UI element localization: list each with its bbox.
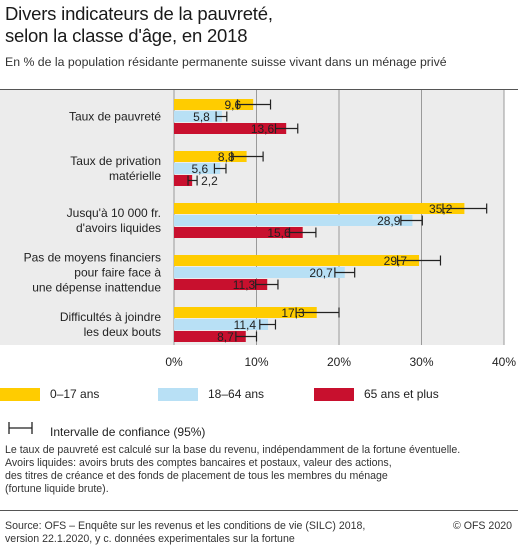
category-label: Difficultés à joindre <box>60 310 161 324</box>
data-label: 20,7 <box>309 266 333 280</box>
category-label: Taux de privation <box>70 154 161 168</box>
bar <box>174 279 268 290</box>
x-tick-label: 0% <box>165 355 183 369</box>
legend-ci-label: Intervalle de confiance (95%) <box>50 425 206 439</box>
bar <box>174 99 254 110</box>
note-line: Avoirs liquides: avoirs bruts des compte… <box>5 457 392 469</box>
category-label: d'avoirs liquides <box>76 221 161 235</box>
category-label: pour faire face à <box>74 266 161 280</box>
legend-item-0-17: 0–17 ans <box>0 387 99 401</box>
data-label: 8,8 <box>218 150 235 164</box>
note-line: (fortune liquide brute). <box>5 483 109 495</box>
chart-title-line-2: selon la classe d'âge, en 2018 <box>5 25 248 46</box>
data-label: 8,7 <box>217 330 234 344</box>
x-tick-label: 30% <box>409 355 433 369</box>
bar <box>174 163 221 174</box>
chart-subtitle: En % de la population résidante permanen… <box>5 55 447 69</box>
legend-label-65-plus: 65 ans et plus <box>364 387 439 401</box>
data-label: 5,6 <box>192 162 209 176</box>
source-line: Source: OFS – Enquête sur les revenus et… <box>5 520 366 532</box>
category-label: Jusqu'à 10 000 fr. <box>67 206 161 220</box>
x-tick-label: 10% <box>244 355 268 369</box>
legend-label-0-17: 0–17 ans <box>50 387 100 401</box>
legend-item-18-64: 18–64 ans <box>158 387 264 401</box>
note-line: Le taux de pauvreté est calculé sur la b… <box>5 444 461 456</box>
data-label: 15,6 <box>267 226 291 240</box>
source-note: Source: OFS – Enquête sur les revenus et… <box>5 520 425 546</box>
data-label: 9,6 <box>225 98 242 112</box>
legend-swatch-65-plus <box>314 387 354 401</box>
legend-label-18-64: 18–64 ans <box>208 387 265 401</box>
chart-notes: Le taux de pauvreté est calculé sur la b… <box>5 444 515 496</box>
bar <box>174 267 345 278</box>
bar <box>174 175 193 186</box>
x-tick-label: 20% <box>327 355 351 369</box>
data-label: 5,8 <box>193 110 210 124</box>
confidence-interval-icon <box>8 422 33 434</box>
bar <box>174 227 303 238</box>
bar <box>174 319 269 330</box>
category-label: matérielle <box>109 169 161 183</box>
bar <box>174 151 247 162</box>
bar <box>174 203 465 214</box>
bar-chart: 0% 10% 20% 30% 40% Taux de pauvreté Taux de pr… <box>0 90 516 369</box>
category-label: une dépense inattendue <box>32 281 161 295</box>
bar <box>174 331 246 342</box>
chart-title-line-1: Divers indicateurs de la pauvreté, <box>5 3 273 24</box>
bar <box>174 215 413 226</box>
source-line: version 22.1.2020, y c. données experime… <box>5 533 295 545</box>
category-label: Pas de moyens financiers <box>24 251 161 265</box>
legend-item-65-plus: 65 ans et plus <box>314 387 439 401</box>
bar <box>174 255 420 266</box>
data-label: 11,4 <box>234 318 257 332</box>
data-label: 28,9 <box>377 214 401 228</box>
bottom-divider <box>0 510 518 511</box>
note-line: des titres de créance et des fonds de pl… <box>5 470 388 482</box>
bar <box>174 111 222 122</box>
top-divider <box>0 89 518 90</box>
bar <box>174 123 287 134</box>
category-label: Taux de pauvreté <box>69 110 161 124</box>
data-label: 17,3 <box>281 306 305 320</box>
legend-swatch-0-17 <box>0 387 40 401</box>
data-label: 29,7 <box>384 254 408 268</box>
category-label: les deux bouts <box>84 325 161 339</box>
data-label: 35,2 <box>429 202 453 216</box>
copyright: © OFS 2020 <box>452 520 512 532</box>
chart-title: Divers indicateurs de la pauvreté, selon… <box>5 3 273 47</box>
data-label: 2,2 <box>201 174 218 188</box>
data-label: 11,3 <box>233 278 256 292</box>
legend-swatch-18-64 <box>158 387 198 401</box>
x-tick-label: 40% <box>492 355 516 369</box>
data-label: 13,6 <box>251 122 275 136</box>
bar <box>174 307 317 318</box>
